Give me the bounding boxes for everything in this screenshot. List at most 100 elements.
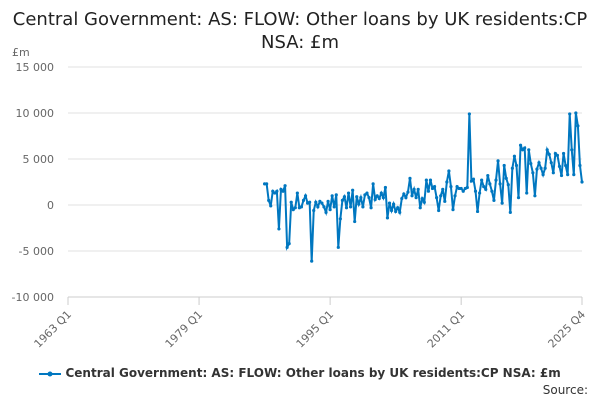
data-point (475, 209, 480, 214)
data-point (334, 193, 338, 197)
x-tick-label: 1979 Q1 (163, 308, 206, 351)
data-point (385, 216, 390, 220)
data-point (502, 163, 506, 168)
data-point (375, 194, 379, 198)
data-point (322, 205, 326, 209)
data-point (451, 208, 455, 212)
data-point (392, 202, 396, 206)
data-point (539, 166, 543, 170)
data-point (508, 210, 512, 214)
data-point (496, 159, 500, 163)
data-point (328, 208, 332, 212)
data-point (568, 112, 572, 116)
data-point (383, 185, 388, 190)
data-point (445, 180, 449, 184)
data-point (521, 148, 525, 152)
data-point (265, 182, 269, 186)
data-point (439, 194, 443, 198)
data-point (365, 191, 369, 195)
data-point (314, 200, 318, 204)
data-point (342, 195, 347, 199)
series-line (264, 112, 583, 262)
y-tick-label: 5 000 (23, 153, 55, 166)
data-point (576, 124, 580, 128)
data-point (361, 205, 365, 209)
data-point (279, 187, 283, 191)
data-point (271, 189, 275, 193)
legend-label: Central Government: AS: FLOW: Other loan… (65, 366, 561, 380)
data-point (453, 194, 457, 198)
data-point (406, 190, 410, 194)
data-point (369, 206, 373, 210)
data-point (432, 185, 437, 189)
data-point (566, 173, 570, 177)
data-point (396, 206, 400, 210)
data-point (459, 186, 463, 191)
data-point (336, 245, 340, 249)
data-point (303, 194, 308, 198)
source-label: Source: (542, 383, 588, 397)
data-point (553, 151, 557, 156)
data-point (533, 194, 537, 198)
data-point (580, 180, 584, 184)
data-point (561, 151, 566, 156)
data-point (518, 143, 523, 147)
data-point (277, 227, 281, 231)
legend-item[interactable]: Central Government: AS: FLOW: Other loan… (0, 366, 600, 380)
data-point (332, 205, 336, 209)
y-tick-label: 0 (47, 199, 54, 212)
data-point (316, 205, 320, 209)
data-point (531, 171, 535, 175)
data-point (312, 208, 316, 213)
x-tick-label: 1963 Q1 (32, 308, 75, 351)
data-point (467, 112, 471, 116)
data-point (330, 194, 334, 198)
data-point (478, 191, 482, 195)
data-point (269, 204, 273, 208)
data-point (471, 177, 476, 181)
data-point (348, 205, 353, 209)
data-point (461, 189, 465, 193)
x-tick-label: 2011 Q1 (425, 308, 468, 351)
y-tick-label: 15 000 (16, 61, 55, 74)
data-point (289, 200, 293, 204)
data-point (398, 210, 402, 214)
data-point (469, 179, 474, 183)
data-point (545, 148, 549, 152)
data-point (404, 196, 408, 200)
data-point (293, 206, 297, 210)
data-point (484, 187, 488, 191)
data-point (428, 178, 433, 182)
data-point (473, 189, 478, 193)
data-point (275, 189, 279, 193)
data-point (408, 176, 412, 180)
data-point (363, 193, 367, 197)
data-point (482, 185, 486, 189)
y-tick-label: -10 000 (12, 291, 54, 304)
data-point (572, 173, 576, 177)
data-point (301, 198, 306, 202)
x-tick-label: 2025 Q4 (546, 308, 589, 351)
data-point (299, 205, 304, 209)
data-point (559, 173, 564, 178)
data-point (389, 208, 394, 213)
data-point (443, 199, 447, 203)
data-point (318, 199, 322, 203)
data-point (402, 192, 406, 196)
data-point (353, 219, 357, 224)
data-point (449, 185, 453, 189)
data-point (447, 169, 451, 173)
data-point (371, 182, 375, 186)
data-point (537, 161, 541, 165)
data-point (377, 196, 381, 201)
data-point (549, 161, 553, 165)
data-point (414, 196, 418, 200)
data-point (574, 111, 578, 115)
data-point (287, 242, 291, 246)
data-point (494, 178, 498, 182)
data-point (541, 173, 545, 177)
data-point (326, 199, 330, 203)
data-point (281, 189, 285, 193)
data-point (564, 163, 568, 168)
